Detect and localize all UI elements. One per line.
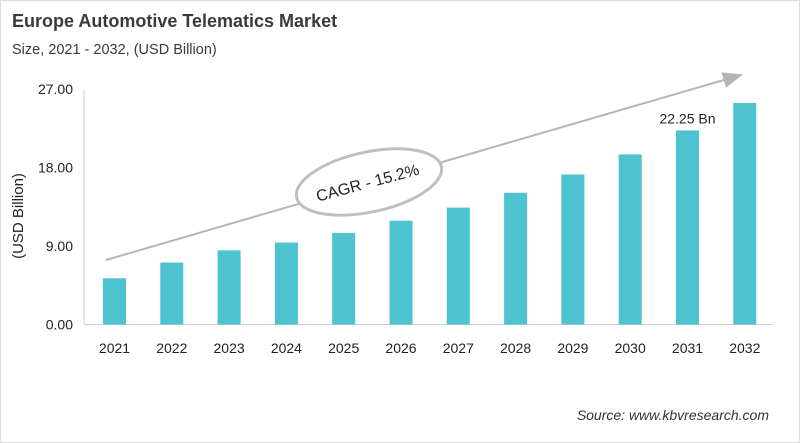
bar-2025 [332, 232, 356, 325]
y-tick-label: 0.00 [46, 317, 73, 333]
bar-2021 [103, 278, 126, 325]
bar-2031 [676, 130, 699, 325]
x-tick-label: 2023 [214, 340, 245, 356]
x-tick-label: 2021 [99, 340, 130, 356]
bar-2027 [446, 207, 470, 325]
source-note: Source: www.kbvresearch.com [576, 407, 769, 423]
data-label-2031: 22.25 Bn [659, 110, 715, 126]
x-tick-label: 2026 [385, 340, 416, 356]
x-tick-label: 2024 [271, 340, 302, 356]
x-tick-label: 2028 [500, 340, 531, 356]
x-tick-label: 2031 [672, 340, 703, 356]
bar-2028 [504, 192, 528, 325]
x-tick-label: 2032 [729, 340, 760, 356]
y-tick-label: 27.00 [38, 81, 73, 97]
x-tick-label: 2022 [156, 340, 187, 356]
x-tick-label: 2025 [328, 340, 359, 356]
bar-2030 [618, 154, 642, 325]
y-axis-label: (USD Billion) [10, 173, 27, 259]
cagr-ellipse [294, 147, 444, 217]
chart-subtitle: Size, 2021 - 2032, (USD Billion) [12, 42, 217, 58]
x-tick-label: 2029 [557, 340, 588, 356]
y-tick-label: 9.00 [46, 238, 73, 254]
y-tick-label: 18.00 [38, 160, 73, 176]
bar-2029 [561, 174, 585, 325]
chart-title: Europe Automotive Telematics Market [12, 11, 338, 31]
bar-2023 [217, 250, 241, 325]
bar-2026 [389, 220, 413, 325]
x-tick-label: 2027 [443, 340, 474, 356]
bar-2024 [274, 242, 298, 325]
bar-2032 [733, 102, 757, 325]
bar-2022 [160, 262, 184, 325]
x-tick-label: 2030 [615, 340, 646, 356]
